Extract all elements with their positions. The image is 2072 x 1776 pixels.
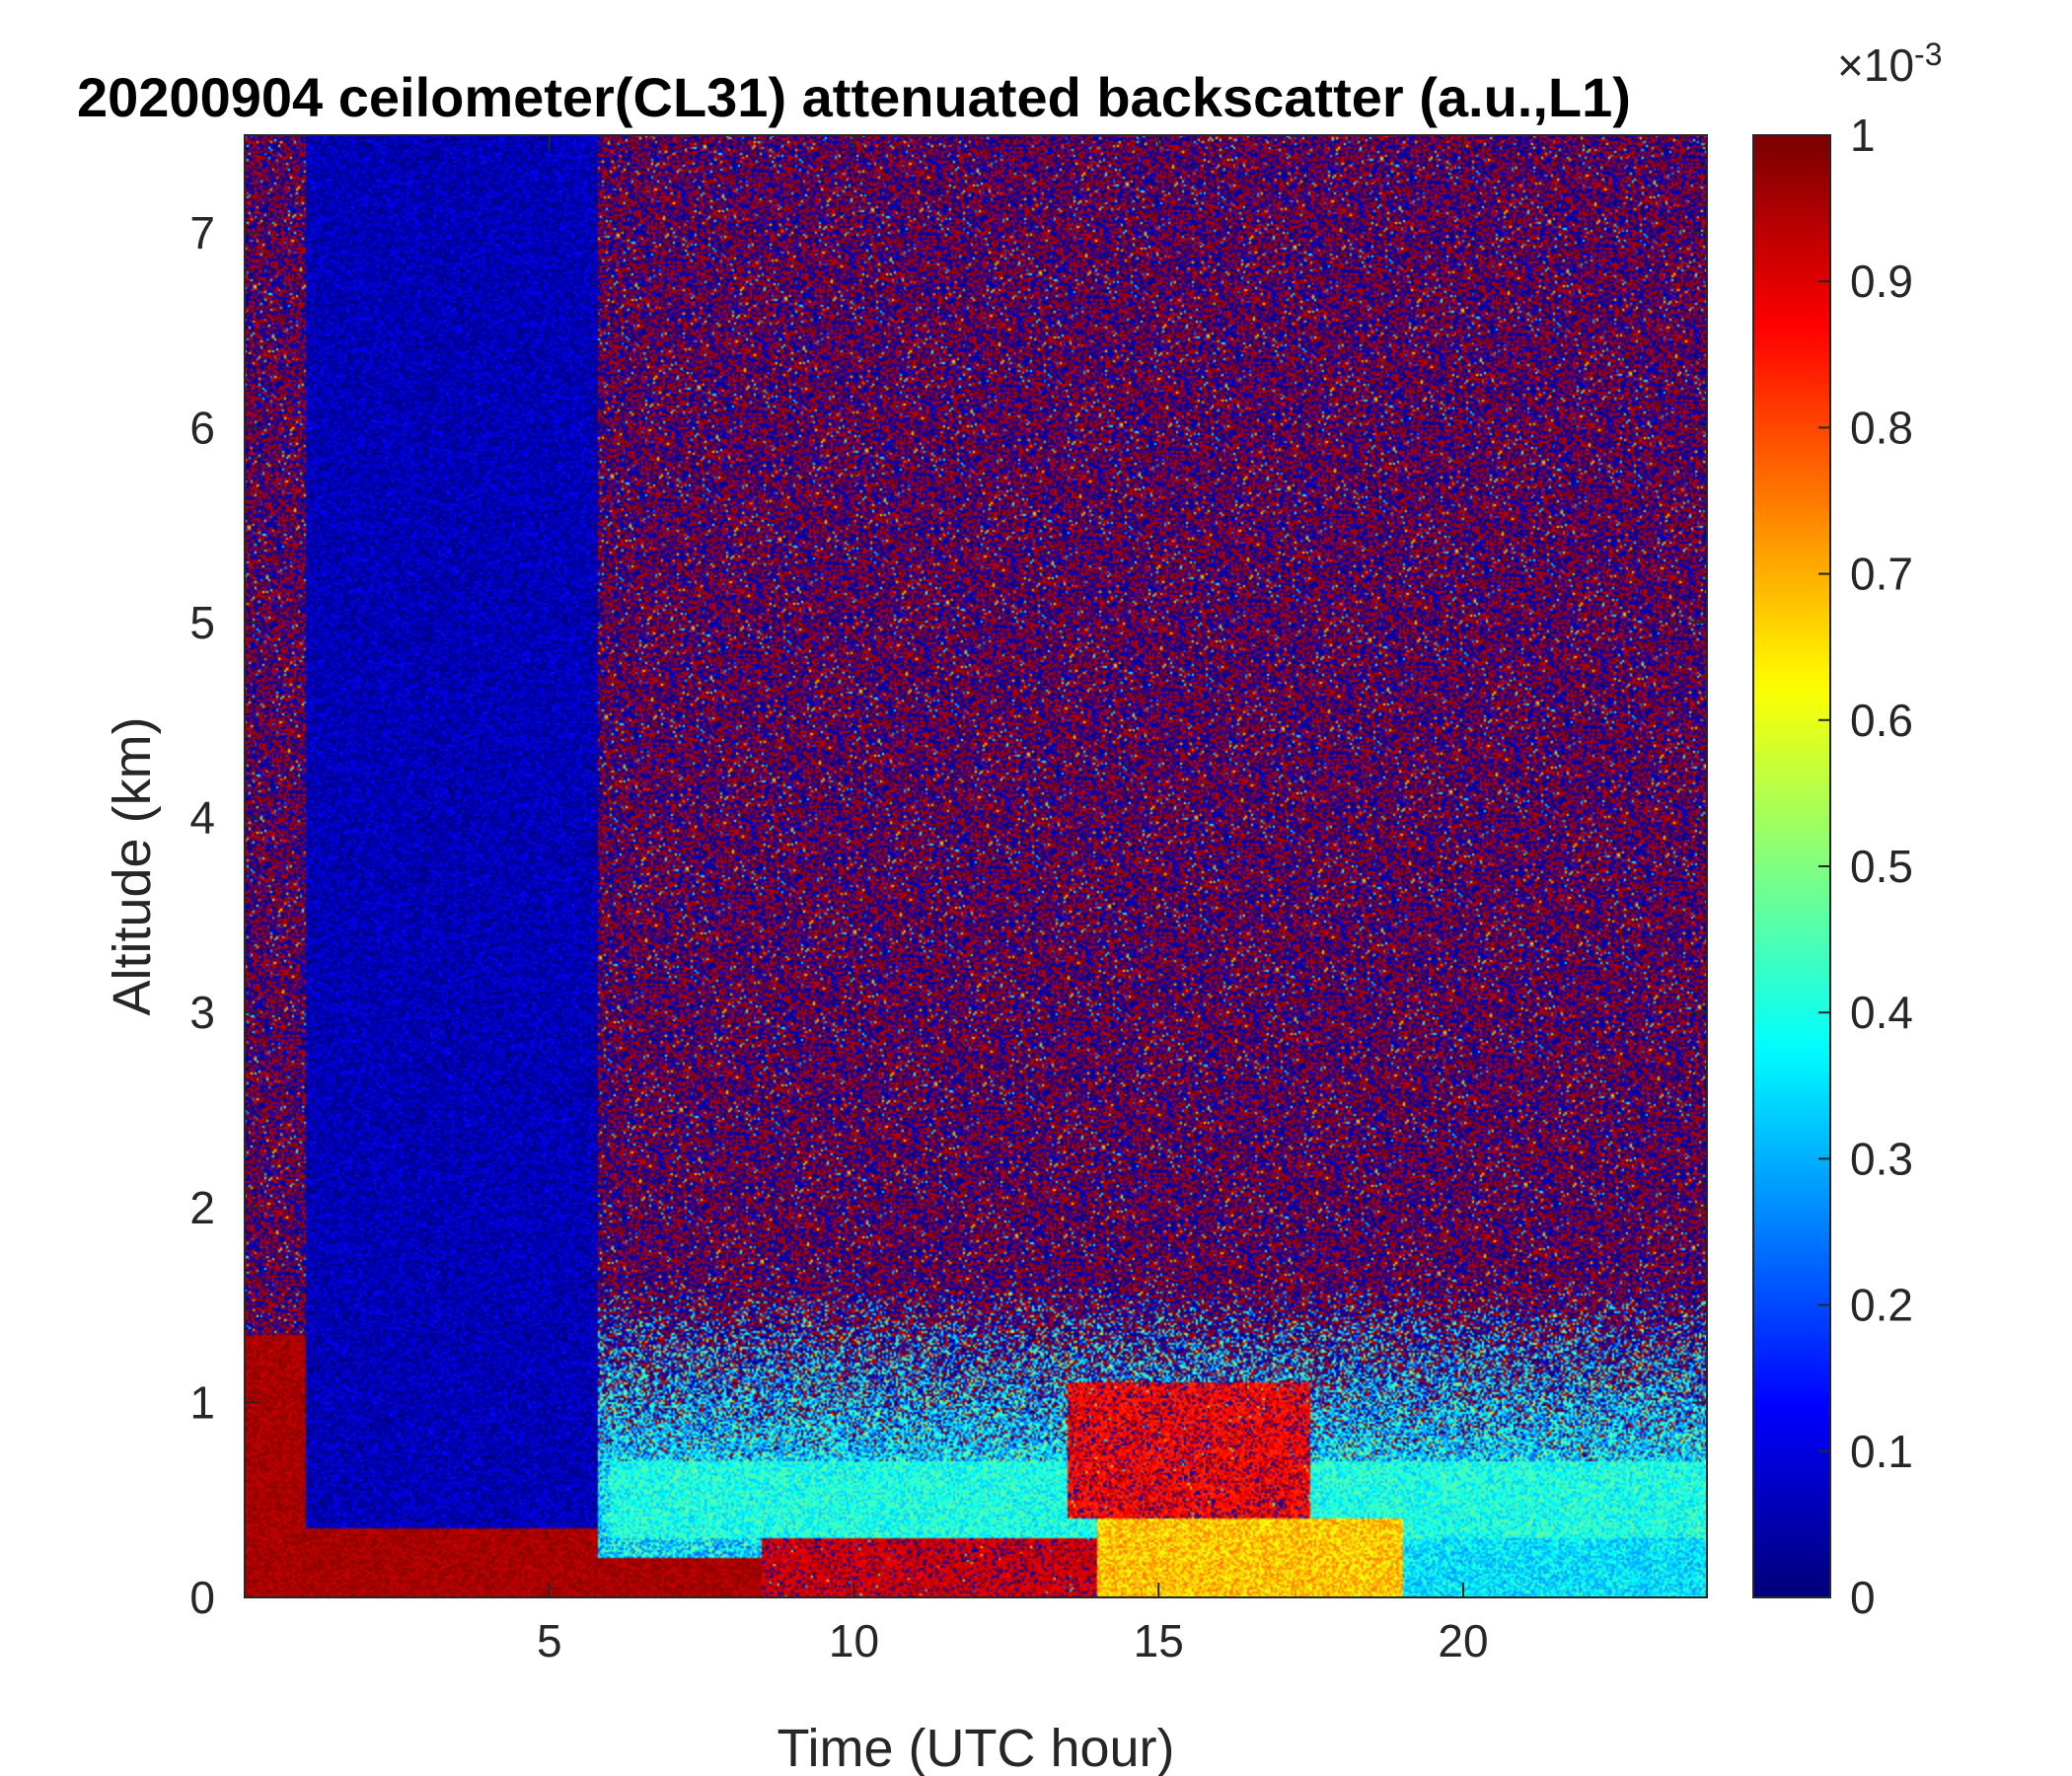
y-tick-label: 7 (189, 207, 215, 259)
x-axis: 5 10 15 20 (537, 135, 1489, 1666)
y-axis-label: Altitude (km) (103, 716, 162, 1015)
colorbar-tick-label: 0.3 (1850, 1133, 1913, 1184)
colorbar-tick-label: 0 (1850, 1572, 1876, 1623)
colorbar-gradient (1753, 135, 1830, 1597)
colorbar: 0 0.1 0.2 0.3 0.4 0.5 0.6 0.7 0.8 0.9 1 ×10-3 (1752, 37, 1942, 1623)
y-tick-label: 5 (189, 597, 215, 648)
colorbar-tick-label: 0.5 (1850, 841, 1913, 892)
x-tick-label: 20 (1438, 1615, 1488, 1666)
colorbar-exponent: ×10-3 (1837, 37, 1942, 91)
colorbar-tick-label: 0.1 (1850, 1426, 1913, 1477)
colorbar-tick-label: 1 (1850, 110, 1876, 161)
y-tick-label: 1 (189, 1376, 215, 1428)
x-tick-label: 5 (537, 1615, 562, 1666)
colorbar-tick-label: 0.4 (1850, 987, 1913, 1038)
chart-title: 20200904 ceilometer(CL31) attenuated bac… (77, 66, 1631, 128)
y-tick-label: 3 (189, 987, 215, 1038)
colorbar-ticks: 0 0.1 0.2 0.3 0.4 0.5 0.6 0.7 0.8 0.9 1 (1818, 110, 1913, 1623)
plot-frame (244, 134, 1708, 1598)
x-axis-label: Time (UTC hour) (777, 1719, 1174, 1776)
colorbar-tick-label: 0.9 (1850, 256, 1913, 307)
colorbar-tick-label: 0.2 (1850, 1280, 1913, 1331)
y-tick-label: 0 (189, 1572, 215, 1623)
backscatter-heatmap (245, 135, 1707, 1597)
y-tick-label: 2 (189, 1182, 215, 1233)
colorbar-tick-label: 0.8 (1850, 402, 1913, 453)
y-tick-label: 6 (189, 402, 215, 453)
x-tick-label: 15 (1134, 1615, 1184, 1666)
plot-area (245, 135, 1707, 1597)
colorbar-tick-label: 0.7 (1850, 549, 1913, 600)
y-axis: 0 1 2 3 4 5 6 7 (189, 207, 1707, 1623)
y-tick-label: 4 (189, 792, 215, 844)
colorbar-tick-label: 0.6 (1850, 695, 1913, 746)
x-tick-label: 10 (829, 1615, 879, 1666)
